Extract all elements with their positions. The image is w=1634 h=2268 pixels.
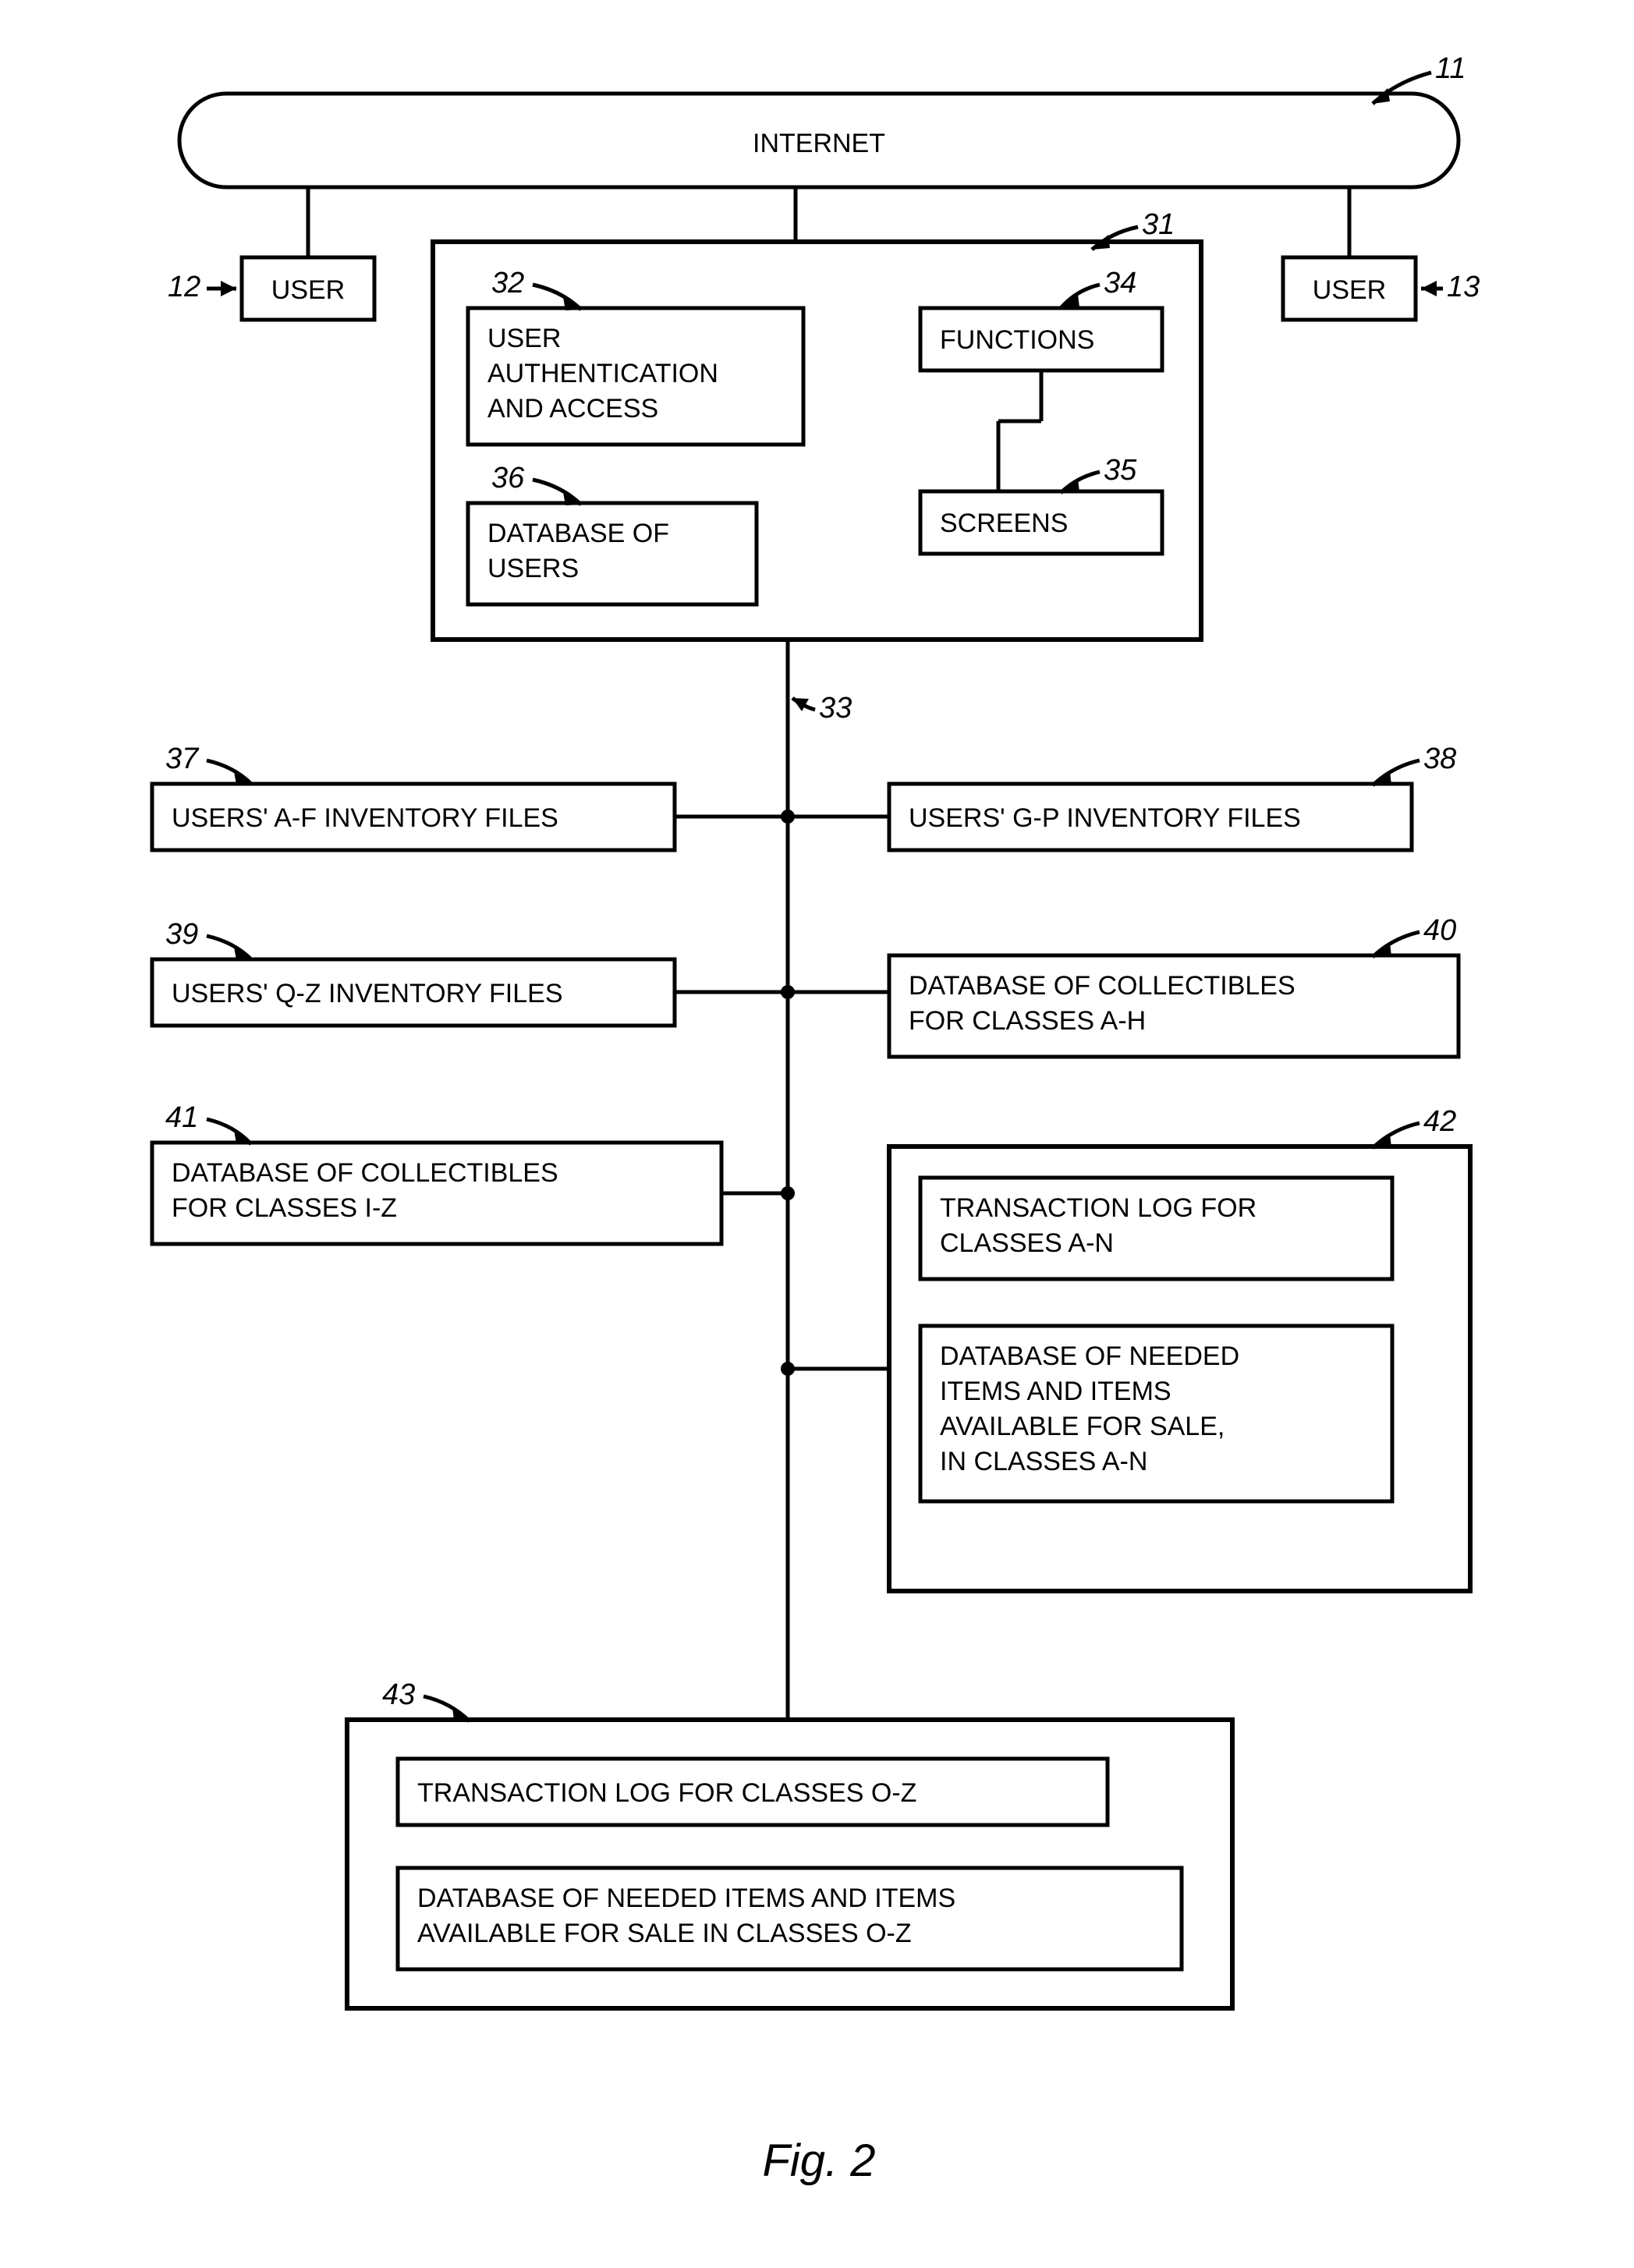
svg-text:USERS' A-F INVENTORY FILES: USERS' A-F INVENTORY FILES <box>172 803 558 833</box>
node-coll-iz: DATABASE OF COLLECTIBLES FOR CLASSES I-Z <box>152 1143 721 1244</box>
node-group-oz: TRANSACTION LOG FOR CLASSES O-Z DATABASE… <box>347 1720 1232 2008</box>
svg-text:AND ACCESS: AND ACCESS <box>487 394 658 423</box>
ref-33: 33 <box>819 692 852 725</box>
node-inv-af: USERS' A-F INVENTORY FILES <box>152 784 675 850</box>
svg-text:USERS' G-P INVENTORY FILES: USERS' G-P INVENTORY FILES <box>909 803 1301 833</box>
ref-42: 42 <box>1423 1105 1456 1138</box>
node-coll-ah: DATABASE OF COLLECTIBLES FOR CLASSES A-H <box>889 955 1459 1057</box>
figure-caption: Fig. 2 <box>762 2135 875 2186</box>
node-user-left: USER <box>242 257 374 320</box>
svg-text:DATABASE OF: DATABASE OF <box>487 519 669 548</box>
svg-text:FOR CLASSES A-H: FOR CLASSES A-H <box>909 1006 1146 1036</box>
node-functions: FUNCTIONS <box>920 308 1162 370</box>
svg-text:INTERNET: INTERNET <box>753 129 885 158</box>
svg-text:USERS: USERS <box>487 554 579 583</box>
ref-34: 34 <box>1104 267 1136 299</box>
svg-text:FOR CLASSES I-Z: FOR CLASSES I-Z <box>172 1193 397 1223</box>
svg-text:USER: USER <box>1313 275 1386 305</box>
node-user-right: USER <box>1283 257 1416 320</box>
ref-11: 11 <box>1435 52 1466 85</box>
svg-text:TRANSACTION LOG FOR: TRANSACTION LOG FOR <box>940 1193 1257 1223</box>
ref-32: 32 <box>491 267 524 299</box>
svg-text:IN CLASSES A-N: IN CLASSES A-N <box>940 1447 1147 1476</box>
ref-35: 35 <box>1104 454 1137 487</box>
node-internet: INTERNET <box>179 94 1459 187</box>
ref-31: 31 <box>1142 208 1175 241</box>
node-group-an: TRANSACTION LOG FOR CLASSES A-N DATABASE… <box>889 1146 1470 1591</box>
svg-text:DATABASE OF COLLECTIBLES: DATABASE OF COLLECTIBLES <box>909 971 1296 1001</box>
svg-text:USERS' Q-Z INVENTORY FILES: USERS' Q-Z INVENTORY FILES <box>172 979 563 1008</box>
ref-37: 37 <box>165 742 200 775</box>
ref-43: 43 <box>382 1678 415 1711</box>
figure-2-diagram: INTERNET 11 USER 12 USER 13 31 USER AUTH… <box>0 0 1634 2268</box>
svg-text:DATABASE OF COLLECTIBLES: DATABASE OF COLLECTIBLES <box>172 1158 558 1188</box>
svg-text:DATABASE OF NEEDED: DATABASE OF NEEDED <box>940 1341 1239 1371</box>
svg-text:AVAILABLE FOR SALE IN CLASSES: AVAILABLE FOR SALE IN CLASSES O-Z <box>417 1919 912 1948</box>
node-db-users: DATABASE OF USERS <box>468 503 757 604</box>
node-screens: SCREENS <box>920 491 1162 554</box>
node-auth: USER AUTHENTICATION AND ACCESS <box>468 308 803 445</box>
node-inv-gp: USERS' G-P INVENTORY FILES <box>889 784 1412 850</box>
ref-13: 13 <box>1447 271 1480 303</box>
svg-text:AVAILABLE FOR SALE,: AVAILABLE FOR SALE, <box>940 1412 1225 1441</box>
ref-38: 38 <box>1423 742 1456 775</box>
ref-41: 41 <box>165 1101 198 1134</box>
svg-text:USER: USER <box>487 324 561 353</box>
ref-12: 12 <box>168 271 200 303</box>
svg-text:CLASSES A-N: CLASSES A-N <box>940 1228 1114 1258</box>
ref-40: 40 <box>1423 914 1456 947</box>
svg-text:FUNCTIONS: FUNCTIONS <box>940 325 1094 355</box>
node-inv-qz: USERS' Q-Z INVENTORY FILES <box>152 959 675 1026</box>
ref-36: 36 <box>491 462 525 494</box>
svg-text:SCREENS: SCREENS <box>940 509 1068 538</box>
svg-text:TRANSACTION LOG FOR CLASSES O-: TRANSACTION LOG FOR CLASSES O-Z <box>417 1778 916 1808</box>
svg-text:USER: USER <box>271 275 345 305</box>
svg-text:ITEMS AND ITEMS: ITEMS AND ITEMS <box>940 1377 1171 1406</box>
svg-text:AUTHENTICATION: AUTHENTICATION <box>487 359 718 388</box>
svg-text:DATABASE OF NEEDED ITEMS AND I: DATABASE OF NEEDED ITEMS AND ITEMS <box>417 1884 955 1913</box>
ref-39: 39 <box>165 918 198 951</box>
